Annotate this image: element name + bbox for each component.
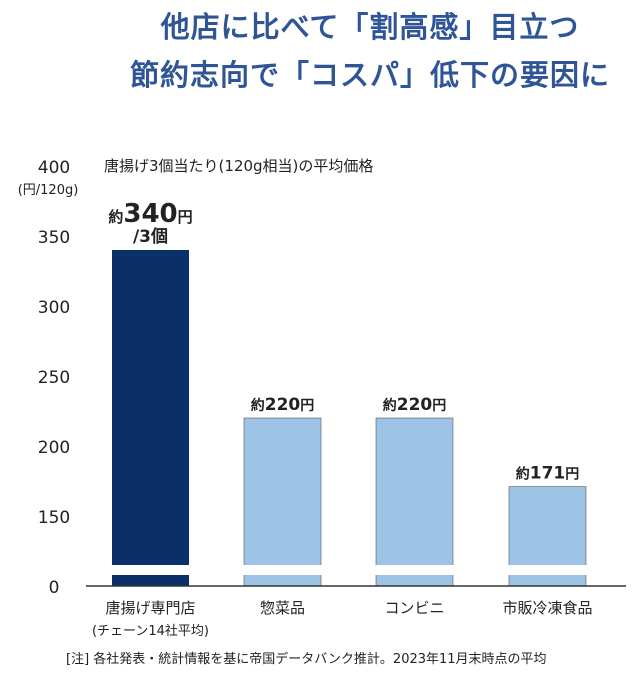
footnote: [注] 各社発表・統計情報を基に帝国データバンク推計。2023年11月末時点の平… xyxy=(66,651,547,667)
axis-break-gap xyxy=(109,565,192,575)
headline-line-2: 節約志向で「コスパ」低下の要因に xyxy=(129,58,610,92)
y-tick-label: 200 xyxy=(38,438,70,458)
y-tick-label: 300 xyxy=(38,298,70,318)
data-label: 約340円 xyxy=(108,199,192,229)
data-label: 約220円 xyxy=(251,395,315,415)
x-tick-sublabel: (チェーン14社平均) xyxy=(92,623,209,639)
bar xyxy=(243,417,322,587)
y-tick-label: 250 xyxy=(38,368,70,388)
x-tick-label: 市販冷凍食品 xyxy=(502,599,592,617)
axis-break-gap xyxy=(373,565,456,575)
chart-title: 唐揚げ3個当たり(120g相当)の平均価格 xyxy=(104,157,373,175)
bar xyxy=(112,250,189,586)
y-tick-label: 0 xyxy=(49,578,60,598)
data-label-unit-note: /3個 xyxy=(133,226,168,247)
data-label: 約171円 xyxy=(516,464,580,484)
x-tick-label: コンビニ xyxy=(384,599,444,617)
y-tick-label: 150 xyxy=(38,508,70,528)
axis-break-gap xyxy=(506,565,589,575)
axis-break-gap xyxy=(241,565,324,575)
y-tick-label: 400 xyxy=(38,158,70,178)
y-tick-label: 350 xyxy=(38,228,70,248)
x-tick-label: 惣菜品 xyxy=(260,599,305,617)
x-tick-label: 唐揚げ専門店 xyxy=(105,599,195,617)
bar xyxy=(375,417,454,587)
headline-line-1: 他店に比べて「割高感」目立つ xyxy=(160,10,580,44)
data-label: 約220円 xyxy=(383,395,447,415)
y-axis-unit: (円/120g) xyxy=(18,183,79,198)
